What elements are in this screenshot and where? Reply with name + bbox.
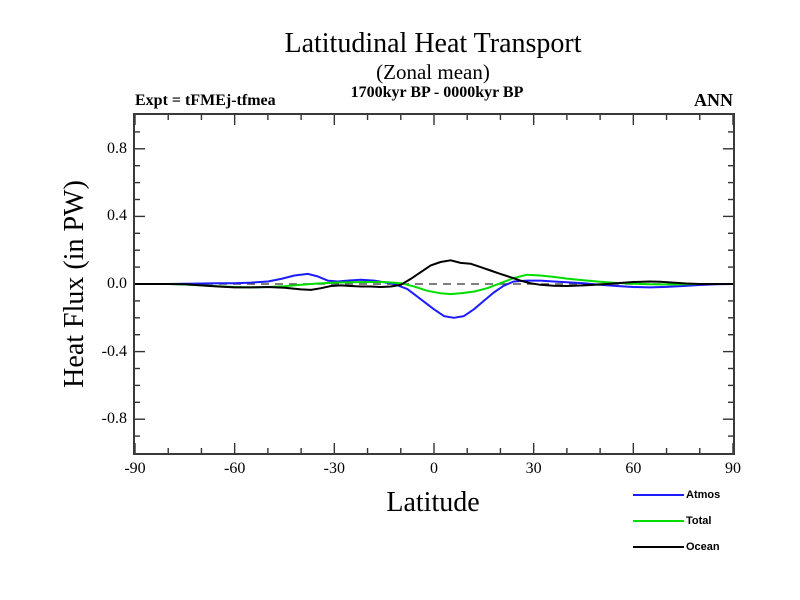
series-line-ocean: [135, 259, 733, 291]
legend-label-total: Total: [686, 515, 712, 527]
x-tick-label: 90: [725, 460, 741, 477]
chart-title: Latitudinal Heat Transport: [284, 28, 582, 59]
season-label: ANN: [694, 90, 733, 110]
y-tick-label: -0.4: [101, 342, 127, 360]
y-tick-label: -0.8: [101, 410, 127, 428]
x-tick-label: 60: [625, 460, 642, 477]
x-axis-title: Latitude: [386, 487, 480, 518]
y-tick-label: 0.0: [107, 275, 127, 292]
plot-area: [133, 113, 735, 455]
chart-period: 1700kyr BP - 0000kyr BP: [350, 84, 524, 101]
chart-subtitle: (Zonal mean): [376, 60, 490, 84]
x-tick-label: 30: [525, 460, 542, 477]
series-line-atmos: [135, 272, 733, 319]
experiment-label: Expt = tFMEj-tfmea: [135, 92, 276, 109]
plot-canvas: [135, 115, 733, 453]
y-tick-label: 0.4: [107, 207, 127, 225]
x-tick-label: 0: [430, 460, 438, 477]
legend-swatch-ocean: [633, 546, 684, 548]
legend-label-ocean: Ocean: [686, 541, 720, 553]
legend-swatch-total: [633, 520, 684, 522]
legend-label-atmos: Atmos: [686, 489, 721, 501]
y-tick-label: 0.8: [107, 139, 127, 157]
x-tick-label: -60: [223, 460, 246, 477]
legend-swatch-atmos: [633, 494, 684, 496]
x-tick-label: -30: [323, 460, 345, 477]
x-tick-label: -90: [124, 460, 146, 477]
